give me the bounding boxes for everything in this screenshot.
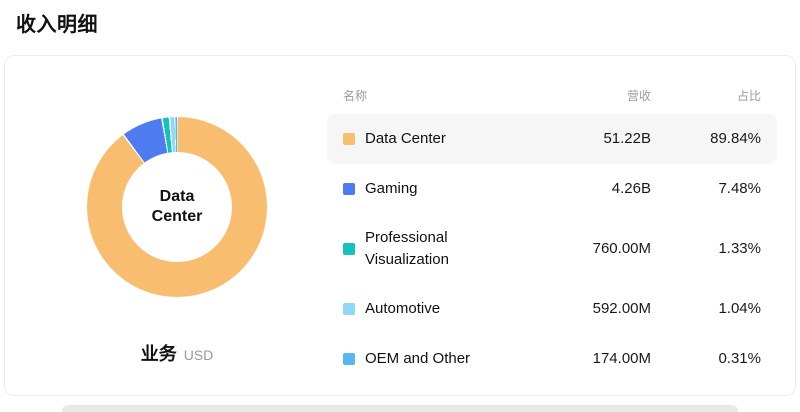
header-revenue: 营收 bbox=[626, 88, 651, 103]
series-revenue: 592.00M bbox=[592, 300, 651, 317]
series-name-cell: Professional Visualization bbox=[343, 227, 521, 271]
revenue-card: Data Center 业务 USD 名称 营收 占比 Data Center 5… bbox=[4, 55, 796, 396]
series-color-marker bbox=[343, 183, 355, 195]
page-title: 收入明细 bbox=[16, 14, 98, 36]
series-share: 1.04% bbox=[718, 300, 761, 317]
series-color-marker bbox=[343, 243, 355, 255]
table-row[interactable]: Gaming 4.26B 7.48% bbox=[327, 164, 777, 214]
series-color-marker bbox=[343, 303, 355, 315]
donut-hole: Data Center bbox=[122, 152, 232, 262]
series-revenue: 51.22B bbox=[603, 130, 651, 147]
table-row[interactable]: OEM and Other 174.00M 0.31% bbox=[327, 334, 777, 384]
series-color-marker bbox=[343, 133, 355, 145]
series-share: 0.31% bbox=[718, 350, 761, 367]
donut-center-label: Data Center bbox=[151, 188, 203, 225]
chart-footer: 业务 USD bbox=[57, 342, 297, 368]
series-name: Professional Visualization bbox=[365, 229, 449, 268]
series-name: OEM and Other bbox=[365, 350, 471, 367]
header-name: 名称 bbox=[343, 88, 368, 103]
table-row[interactable]: Professional Visualization 760.00M 1.33% bbox=[327, 214, 777, 284]
table-row[interactable]: Data Center 51.22B 89.84% bbox=[327, 114, 777, 164]
dimension-label: 业务 bbox=[140, 344, 177, 364]
donut-chart[interactable]: Data Center bbox=[87, 117, 267, 297]
series-name: Automotive bbox=[365, 300, 441, 317]
series-share: 89.84% bbox=[710, 130, 761, 147]
series-name-cell: Automotive bbox=[343, 298, 521, 320]
series-color-marker bbox=[343, 353, 355, 365]
legend-table-header: 名称 营收 占比 bbox=[327, 80, 777, 110]
series-name: Data Center bbox=[365, 130, 446, 147]
legend-table-body: Data Center 51.22B 89.84% Gaming 4.26B 7… bbox=[327, 114, 777, 384]
series-revenue: 4.26B bbox=[611, 180, 651, 197]
series-revenue: 760.00M bbox=[592, 240, 651, 257]
series-name-cell: Gaming bbox=[343, 178, 521, 200]
header-share: 占比 bbox=[736, 88, 761, 103]
next-card-edge bbox=[62, 405, 738, 412]
series-share: 7.48% bbox=[718, 180, 761, 197]
series-name-cell: Data Center bbox=[343, 128, 521, 150]
legend-table: 名称 营收 占比 Data Center 51.22B 89.84% Gamin… bbox=[327, 80, 777, 384]
unit-label: USD bbox=[183, 347, 214, 363]
series-name-cell: OEM and Other bbox=[343, 348, 521, 370]
series-revenue: 174.00M bbox=[592, 350, 651, 367]
series-name: Gaming bbox=[365, 180, 418, 197]
table-row[interactable]: Automotive 592.00M 1.04% bbox=[327, 284, 777, 334]
series-share: 1.33% bbox=[718, 240, 761, 257]
